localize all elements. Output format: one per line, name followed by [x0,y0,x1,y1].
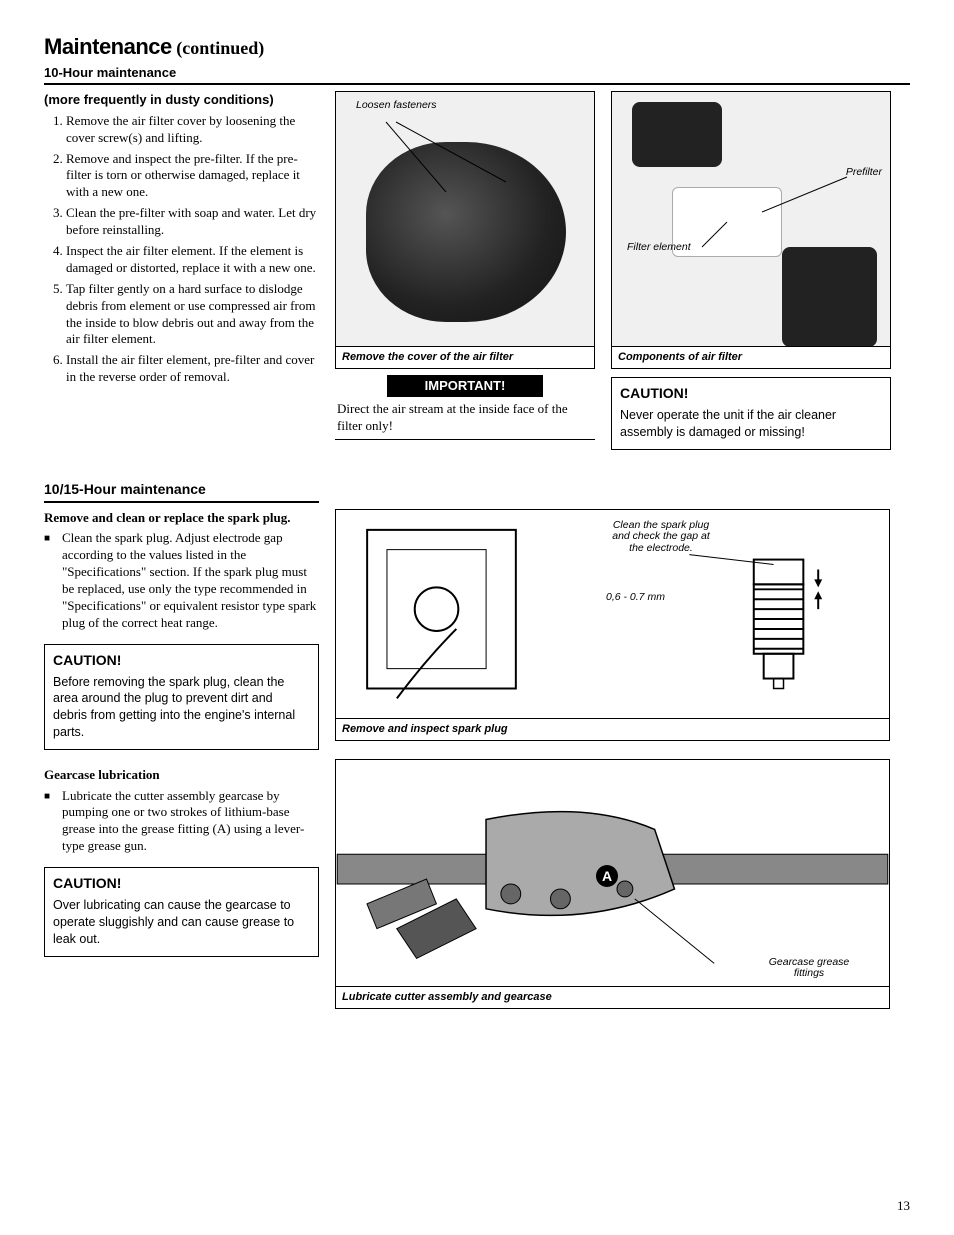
important-text: Direct the air stream at the inside face… [335,401,595,440]
steps-column: (more frequently in dusty conditions) Re… [44,91,319,450]
figure-caption: Remove and inspect spark plug [336,718,889,740]
section2-text-column: Remove and clean or replace the spark pl… [44,509,319,1009]
marker-a: A [596,865,618,887]
callout-lines-icon [612,92,890,368]
caution-box-gearcase: CAUTION! Over lubricating can cause the … [44,867,319,957]
figure-gearcase: A Gearcase grease fittings Lubricate cut… [335,759,890,1009]
caution-head: CAUTION! [53,874,310,893]
caution-body: Before removing the spark plug, clean th… [53,674,310,742]
caution-box-air-cleaner: CAUTION! Never operate the unit if the a… [611,377,891,450]
caution-body: Over lubricating can cause the gearcase … [53,897,310,948]
section-1015-heading: 10/15-Hour maintenance [44,480,319,503]
step-item: Clean the pre-filter with soap and water… [66,205,319,239]
page-number: 13 [897,1197,910,1215]
step-item: Remove and inspect the pre-filter. If th… [66,151,319,202]
callout-lines-icon [336,92,594,368]
caution-box-sparkplug: CAUTION! Before removing the spark plug,… [44,644,319,750]
intro-line: (more frequently in dusty conditions) [44,91,319,109]
step-item: Tap filter gently on a hard surface to d… [66,281,319,349]
important-banner: IMPORTANT! [387,375,543,397]
page-header: Maintenance (continued) [44,32,910,62]
gearcase-bullets: Lubricate the cutter assembly gearcase b… [44,788,319,856]
figure-caption: Components of air filter [612,346,890,368]
section-1015hour: Remove and clean or replace the spark pl… [44,509,910,1009]
section2-figure-column: Clean the spark plug and check the gap a… [335,509,890,1009]
figure-air-filter-cover: Loosen fasteners Remove the cover of the… [335,91,595,369]
maintenance-steps: Remove the air filter cover by loosening… [44,113,319,386]
caution-head: CAUTION! [53,651,310,670]
bullet-item: Lubricate the cutter assembly gearcase b… [62,788,319,856]
gearcase-heading: Gearcase lubrication [44,766,319,784]
label-clean-sparkplug: Clean the spark plug and check the gap a… [611,520,711,555]
caution-body: Never operate the unit if the air cleane… [620,407,882,441]
step-item: Remove the air filter cover by loosening… [66,113,319,147]
figure-caption: Remove the cover of the air filter [336,346,594,368]
sparkplug-bullets: Clean the spark plug. Adjust electrode g… [44,530,319,631]
label-gap-value: 0,6 - 0.7 mm [606,592,665,604]
figure-spark-plug: Clean the spark plug and check the gap a… [335,509,890,741]
figure2-column: Prefilter Filter element Components of a… [611,91,891,450]
figure1-column: Loosen fasteners Remove the cover of the… [335,91,595,450]
figure-caption: Lubricate cutter assembly and gearcase [336,986,889,1008]
label-grease-fittings: Gearcase grease fittings [759,957,859,980]
title-main: Maintenance [44,34,172,59]
sparkplug-lead: Remove and clean or replace the spark pl… [44,509,319,527]
bullet-item: Clean the spark plug. Adjust electrode g… [62,530,319,631]
step-item: Install the air filter element, pre-filt… [66,352,319,386]
step-item: Inspect the air filter element. If the e… [66,243,319,277]
figure-air-filter-components: Prefilter Filter element Components of a… [611,91,891,369]
section-subtitle: 10-Hour maintenance [44,64,910,86]
title-continued: (continued) [172,38,265,58]
section-10hour: (more frequently in dusty conditions) Re… [44,91,910,450]
caution-head: CAUTION! [620,384,882,403]
